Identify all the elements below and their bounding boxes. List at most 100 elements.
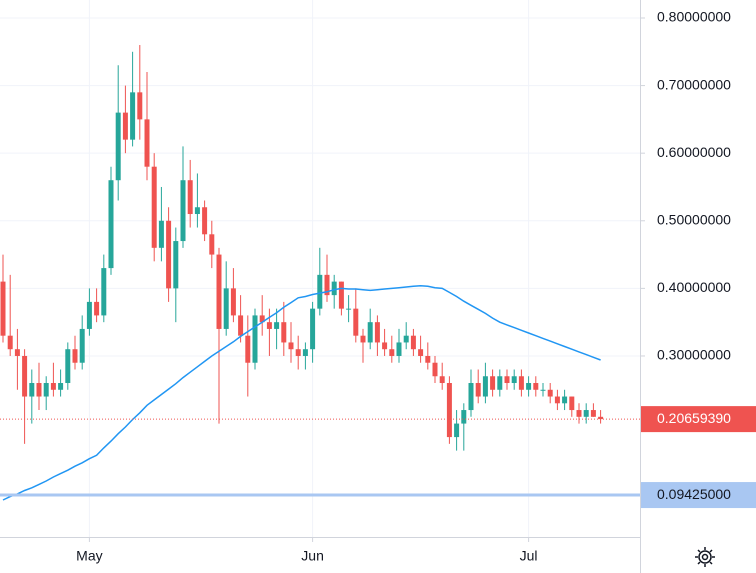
candle-body <box>14 349 20 356</box>
candle-body <box>230 288 236 316</box>
candle-body <box>526 383 532 390</box>
candle-body <box>166 220 172 289</box>
candle-body <box>360 335 366 343</box>
candle-body <box>238 315 244 336</box>
candle-body <box>158 220 164 248</box>
candle-body <box>461 410 467 424</box>
candle-body <box>598 416 604 420</box>
candle-body <box>490 376 496 390</box>
price-line-label: 0.09425000 <box>657 486 731 502</box>
candle-body <box>43 383 49 397</box>
y-tick-label: 0.50000000 <box>657 211 731 227</box>
candle-body <box>108 180 114 269</box>
candle-body <box>374 322 380 343</box>
candle-body <box>209 234 215 255</box>
candle-body <box>446 383 452 438</box>
plot <box>0 45 640 501</box>
candle-body <box>50 383 56 390</box>
candle-body <box>533 383 539 390</box>
candle-body <box>353 308 359 336</box>
candle-body <box>482 376 488 397</box>
candle-body <box>115 112 121 181</box>
candle-body <box>338 281 344 309</box>
candle-body <box>202 207 208 235</box>
candle-body <box>317 274 323 309</box>
grid <box>0 0 640 537</box>
candle-body <box>122 112 128 140</box>
candle-body <box>295 349 301 356</box>
candle-body <box>403 335 409 343</box>
candle-body <box>518 376 524 390</box>
candle-body <box>130 92 136 140</box>
price-line-label-box <box>641 482 756 509</box>
last-price-label: 0.20659390 <box>657 410 731 426</box>
candle-body <box>259 315 265 323</box>
candle-body <box>439 376 445 384</box>
candle-body <box>302 349 308 356</box>
candle-body <box>576 410 582 417</box>
candle-body <box>65 349 71 384</box>
candle-body <box>504 376 510 384</box>
candle-body <box>554 396 560 404</box>
candle-body <box>194 207 200 215</box>
candle-body <box>72 349 78 363</box>
y-tick-label: 0.30000000 <box>657 347 731 363</box>
candle-body <box>94 301 100 316</box>
candle-body <box>432 362 438 377</box>
candle-body <box>173 241 179 289</box>
moving-average <box>2 284 601 501</box>
candle-body <box>144 119 150 167</box>
candle-body <box>187 180 193 215</box>
candle-body <box>468 383 474 411</box>
candle-body <box>367 322 373 343</box>
candle-body <box>389 349 395 356</box>
candle-body <box>216 254 222 329</box>
last-price-label-box <box>641 406 756 433</box>
candle-body <box>29 383 35 397</box>
x-tick-label: May <box>76 548 102 564</box>
candle-body <box>454 423 460 438</box>
settings-icon[interactable] <box>695 547 715 567</box>
candle-body <box>569 396 575 411</box>
candle-body <box>252 315 258 363</box>
candle-body <box>180 180 186 242</box>
candle-body <box>583 410 589 417</box>
candle-body <box>7 335 13 350</box>
candle-body <box>418 349 424 356</box>
x-tick-label: Jul <box>520 548 538 564</box>
candle-body <box>0 281 6 336</box>
candle-body <box>331 281 337 296</box>
y-tick-label: 0.80000000 <box>657 9 731 25</box>
axes: 0.80000000 0.70000000 0.60000000 0.50000000… <box>76 9 756 564</box>
candle-body <box>58 383 64 390</box>
candle-body <box>274 322 280 329</box>
candle-body <box>281 322 287 343</box>
y-tick-label: 0.40000000 <box>657 279 731 295</box>
candle-body <box>511 376 517 384</box>
candle-body <box>590 410 596 417</box>
candle-body <box>410 335 416 350</box>
candle-body <box>245 335 251 363</box>
candle-body <box>540 389 546 391</box>
candle-body <box>425 355 431 363</box>
gear-ring <box>698 550 712 564</box>
candle-body <box>86 301 92 329</box>
candle-body <box>324 274 330 296</box>
candle-body <box>497 376 503 390</box>
gear-teeth <box>695 547 715 567</box>
candle-body <box>137 92 143 120</box>
candle-body <box>310 308 316 350</box>
candle-body <box>562 396 568 404</box>
candle-body <box>547 389 553 397</box>
candle-body <box>223 288 229 329</box>
gear-center <box>701 553 709 561</box>
candle-body <box>346 308 352 310</box>
candle-body <box>382 342 388 350</box>
candle-body <box>266 322 272 329</box>
candle-body <box>475 383 481 397</box>
candle-body <box>101 268 107 316</box>
candle-body <box>22 355 28 397</box>
x-tick-label: Jun <box>301 548 324 564</box>
